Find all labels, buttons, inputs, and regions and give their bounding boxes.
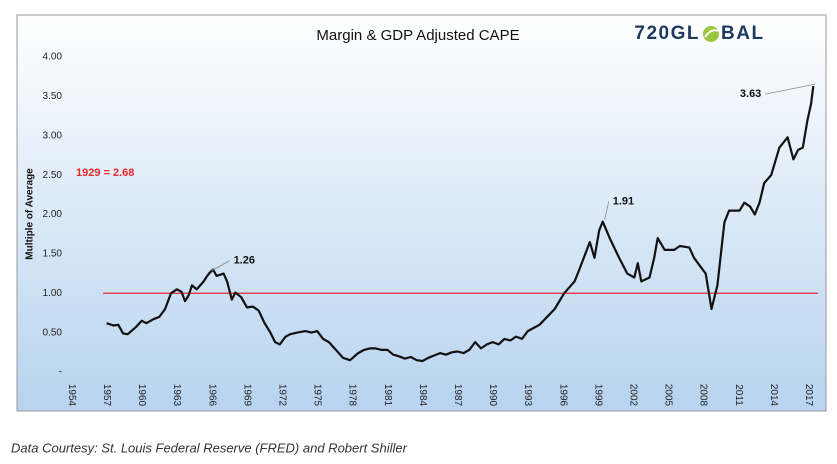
- x-tick-label: 1996: [557, 384, 568, 407]
- x-tick-label: 1975: [312, 384, 323, 407]
- x-tick-label: 1957: [101, 384, 112, 407]
- x-tick-label: 1993: [522, 384, 533, 407]
- y-tick-label: 4.00: [43, 52, 63, 63]
- y-tick-label: 3.00: [43, 130, 63, 141]
- x-tick-label: 2002: [627, 384, 638, 407]
- y-tick-label: 1.50: [43, 249, 63, 260]
- x-tick-label: 2011: [733, 384, 744, 406]
- x-tick-label: 1981: [382, 384, 393, 407]
- data-label: 1.91: [613, 195, 634, 207]
- y-tick-label: 3.50: [43, 91, 63, 102]
- y-tick-label: -: [59, 367, 62, 378]
- y-tick-label: 2.00: [43, 209, 63, 220]
- x-tick-label: 2014: [768, 384, 779, 407]
- x-tick-label: 1963: [171, 384, 182, 407]
- x-tick-label: 1978: [347, 384, 358, 407]
- x-tick-label: 2008: [698, 384, 709, 407]
- chart-title: Margin & GDP Adjusted CAPE: [316, 27, 519, 44]
- x-tick-label: 2005: [663, 384, 674, 407]
- x-tick-label: 1984: [417, 384, 428, 407]
- chart-frame: [16, 14, 827, 412]
- x-tick-label: 1966: [206, 384, 217, 407]
- x-tick-label: 1960: [136, 384, 147, 407]
- y-tick-label: 0.50: [43, 327, 63, 338]
- annotation-leader: [211, 260, 230, 272]
- brand-left: 720GL: [634, 23, 700, 44]
- brand-right: BAL: [721, 23, 765, 44]
- y-tick-label: 1.00: [43, 288, 63, 299]
- note: 1929 = 2.68: [76, 167, 134, 179]
- brand-icon-leaf: [704, 29, 719, 38]
- x-tick-label: 1987: [452, 384, 463, 407]
- annotation-leader: [604, 201, 610, 220]
- caption: Data Courtesy: St. Louis Federal Reserve…: [11, 440, 408, 455]
- data-label: 3.63: [740, 88, 761, 100]
- x-tick-label: 1990: [487, 384, 498, 407]
- x-tick-label: 1999: [592, 384, 603, 407]
- data-label: 1.26: [234, 255, 255, 267]
- y-tick-label: 2.50: [43, 170, 63, 181]
- y-axis-label: Multiple of Average: [25, 168, 36, 260]
- x-tick-label: 1972: [276, 384, 287, 407]
- brand-logo: 720GL BAL: [634, 23, 765, 44]
- brand-icon: [703, 26, 719, 42]
- x-tick-label: 1954: [66, 384, 77, 407]
- x-tick-label: 1969: [241, 384, 252, 407]
- data-line: [106, 85, 815, 363]
- annotation-leader: [765, 83, 816, 95]
- x-tick-label: 2017: [803, 384, 814, 407]
